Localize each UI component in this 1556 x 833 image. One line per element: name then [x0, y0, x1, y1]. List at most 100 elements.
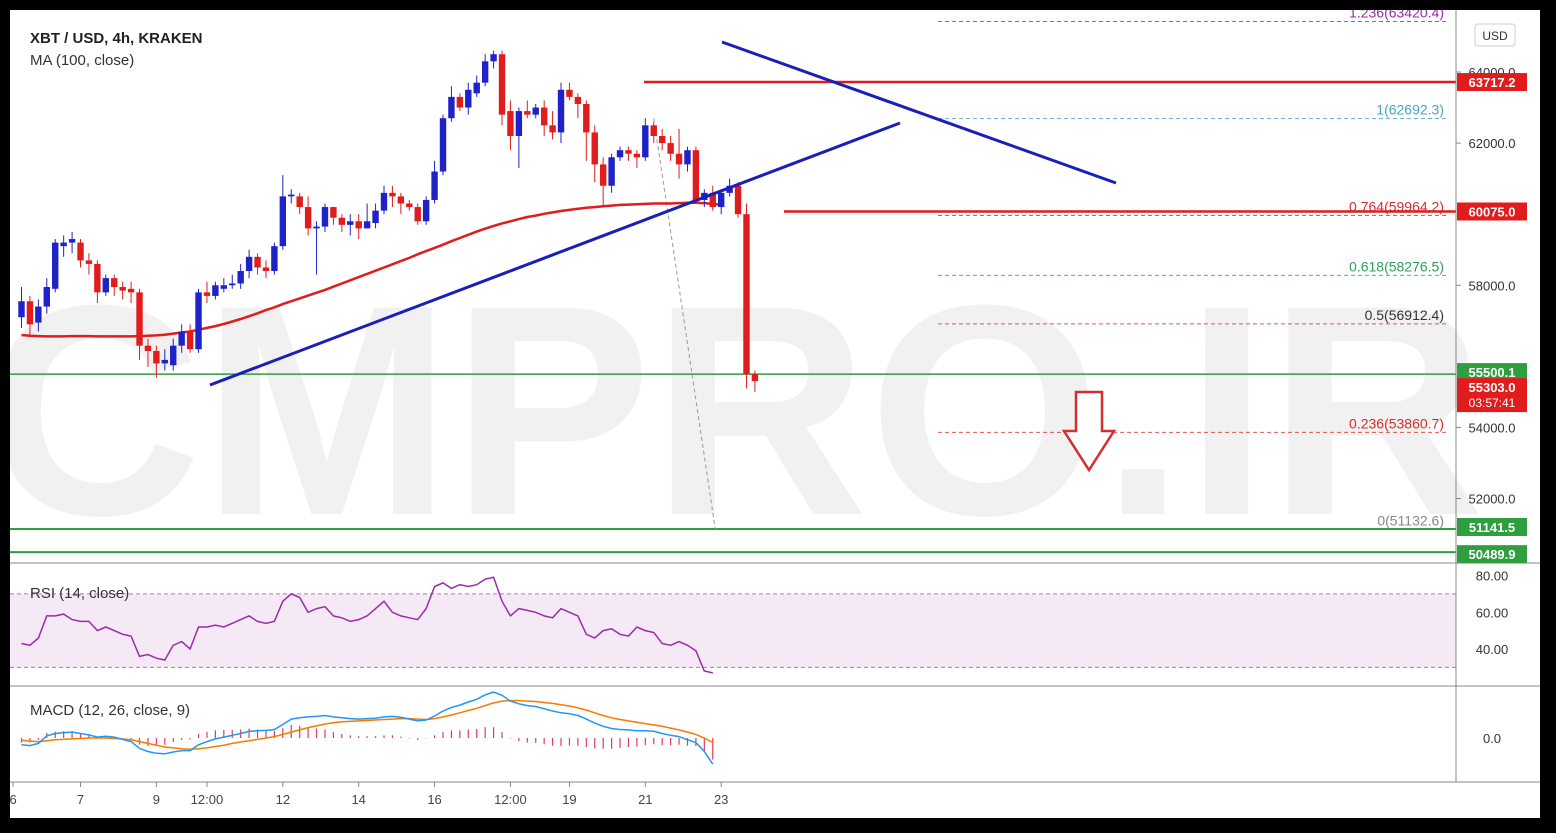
candle-body	[220, 285, 228, 289]
candle-body	[498, 54, 506, 115]
candle-body	[633, 153, 641, 158]
watermark: CMPRO.IR	[10, 242, 1485, 578]
down-arrow-icon	[1061, 390, 1117, 473]
x-tick-label: 6	[10, 792, 17, 807]
candle-body	[186, 331, 194, 350]
candle-body	[254, 256, 261, 268]
candle-body	[203, 292, 211, 296]
fib-level-label: 1.236(63420.4)	[1349, 10, 1444, 21]
candle-body	[338, 217, 346, 225]
candle-body	[751, 374, 759, 382]
price-label-box	[1457, 378, 1527, 413]
chart-window: CMPRO.IR 1.236(63420.4) 1(62692.3) 0.764(5…	[0, 5, 1540, 818]
rsi-legend: RSI (14, close)	[30, 585, 129, 602]
price-label-text: 55500.1	[1469, 365, 1516, 380]
rsi-tick-label: 40.00	[1476, 642, 1509, 657]
candle-body	[279, 196, 287, 247]
candle-body	[355, 221, 362, 229]
x-tick-label: 12:00	[494, 792, 527, 807]
x-tick-label: 23	[714, 792, 728, 807]
candle-body	[178, 331, 185, 346]
fib-level-label: 0.618(58276.5)	[1349, 258, 1444, 274]
candle-body	[212, 285, 219, 296]
y-tick-label: 58000.0	[1469, 278, 1516, 293]
candle-body	[296, 196, 303, 208]
candle-body	[397, 196, 405, 204]
candle-body	[363, 221, 371, 229]
candle-body	[43, 287, 50, 307]
candle-body	[650, 125, 657, 136]
candle-body	[288, 194, 295, 197]
candle-body	[675, 153, 683, 165]
candle-body	[111, 278, 118, 288]
x-tick-label: 14	[351, 792, 365, 807]
candle-body	[313, 226, 320, 229]
price-label-box	[1457, 518, 1527, 537]
candle-body	[591, 132, 598, 165]
candle-body	[532, 107, 539, 115]
candle-body	[380, 192, 388, 211]
candle-body	[26, 301, 34, 325]
candle-body	[170, 345, 177, 366]
candle-body	[524, 111, 531, 115]
candle-body	[321, 207, 329, 227]
candle-body	[245, 256, 253, 272]
symbol-title: XBT / USD, 4h, KRAKEN	[30, 30, 203, 47]
candle-body	[583, 103, 590, 133]
candle-body	[52, 242, 59, 289]
candle-body	[574, 96, 582, 104]
candle-body	[456, 96, 464, 108]
candle-body	[481, 61, 489, 83]
macd-line	[21, 691, 714, 765]
price-label-box	[1457, 363, 1527, 382]
x-tick-label: 16	[427, 792, 441, 807]
descending-trendline	[721, 40, 1117, 185]
macd-tick-label: 0.0	[1483, 731, 1501, 746]
rsi-band	[10, 593, 1456, 668]
candle-body	[465, 89, 472, 108]
candle-body	[549, 125, 556, 133]
candle-body	[372, 210, 379, 224]
candle-body	[743, 214, 750, 375]
price-label-box	[1457, 202, 1527, 221]
candle-body	[144, 345, 152, 352]
price-label-box	[1457, 73, 1527, 92]
candle-body	[271, 246, 278, 272]
price-label-text: 51141.5	[1469, 520, 1515, 535]
candle-body	[68, 239, 76, 243]
macd-signal-line	[21, 699, 714, 751]
candle-body	[237, 271, 244, 284]
candle-body	[262, 267, 270, 272]
candle-body	[18, 301, 25, 318]
candle-body	[734, 185, 742, 215]
candle-body	[540, 107, 548, 126]
price-label-text: 55303.0	[1469, 380, 1516, 395]
fib-level-label: 0(51132.6)	[1377, 512, 1444, 528]
candle-body	[77, 242, 84, 261]
candle-body	[473, 82, 480, 94]
candle-body	[692, 150, 700, 200]
x-tick-label: 12:00	[191, 792, 224, 807]
currency-badge[interactable]	[1474, 23, 1516, 47]
price-label-text: 63717.2	[1469, 75, 1516, 90]
fib-level-label: 0.5(56912.4)	[1365, 307, 1444, 323]
x-tick-label: 9	[153, 792, 160, 807]
candle-body	[667, 143, 674, 154]
price-label-text: 50489.9	[1469, 547, 1516, 562]
y-tick-label: 54000.0	[1469, 420, 1516, 435]
candle-body	[406, 203, 413, 208]
price-label-text: 60075.0	[1469, 205, 1516, 220]
candle-body	[347, 221, 354, 225]
price-label-box	[1457, 545, 1527, 564]
candle-body	[625, 150, 632, 154]
currency-label: USD	[1482, 29, 1508, 43]
ma-legend: MA (100, close)	[30, 52, 134, 69]
ascending-trendline	[209, 121, 901, 387]
chart-canvas[interactable]: CMPRO.IR 1.236(63420.4)1(62692.3)0.764(5…	[0, 5, 1540, 818]
rsi-tick-label: 80.00	[1476, 569, 1509, 584]
candle-body	[658, 135, 666, 144]
x-tick-label: 21	[638, 792, 652, 807]
candle-body	[85, 260, 93, 264]
candle-body	[557, 89, 565, 133]
x-tick-label: 12	[276, 792, 290, 807]
